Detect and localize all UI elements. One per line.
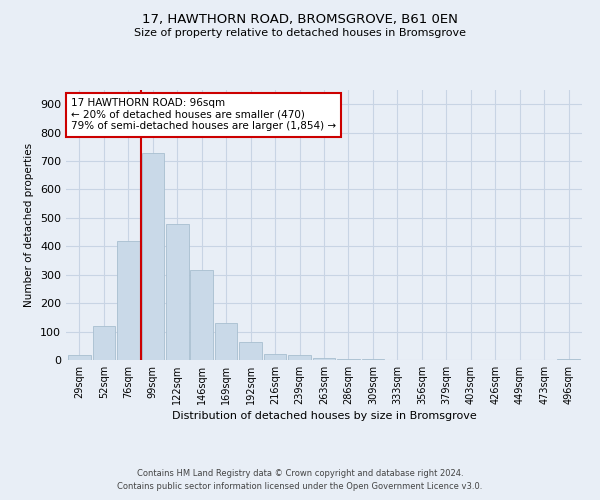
Text: Size of property relative to detached houses in Bromsgrove: Size of property relative to detached ho… bbox=[134, 28, 466, 38]
Bar bbox=[68, 355, 91, 360]
Bar bbox=[313, 358, 335, 360]
Text: 17, HAWTHORN ROAD, BROMSGROVE, B61 0EN: 17, HAWTHORN ROAD, BROMSGROVE, B61 0EN bbox=[142, 12, 458, 26]
Bar bbox=[142, 152, 164, 360]
Text: Contains public sector information licensed under the Open Government Licence v3: Contains public sector information licen… bbox=[118, 482, 482, 491]
Bar bbox=[215, 323, 238, 360]
Bar bbox=[117, 240, 140, 360]
Bar bbox=[264, 354, 286, 360]
Text: 17 HAWTHORN ROAD: 96sqm
← 20% of detached houses are smaller (470)
79% of semi-d: 17 HAWTHORN ROAD: 96sqm ← 20% of detache… bbox=[71, 98, 336, 132]
Bar bbox=[92, 326, 115, 360]
Bar bbox=[288, 355, 311, 360]
Text: Contains HM Land Registry data © Crown copyright and database right 2024.: Contains HM Land Registry data © Crown c… bbox=[137, 468, 463, 477]
X-axis label: Distribution of detached houses by size in Bromsgrove: Distribution of detached houses by size … bbox=[172, 411, 476, 421]
Bar bbox=[337, 359, 360, 360]
Bar bbox=[190, 270, 213, 360]
Bar bbox=[166, 224, 188, 360]
Y-axis label: Number of detached properties: Number of detached properties bbox=[25, 143, 34, 307]
Bar bbox=[239, 342, 262, 360]
